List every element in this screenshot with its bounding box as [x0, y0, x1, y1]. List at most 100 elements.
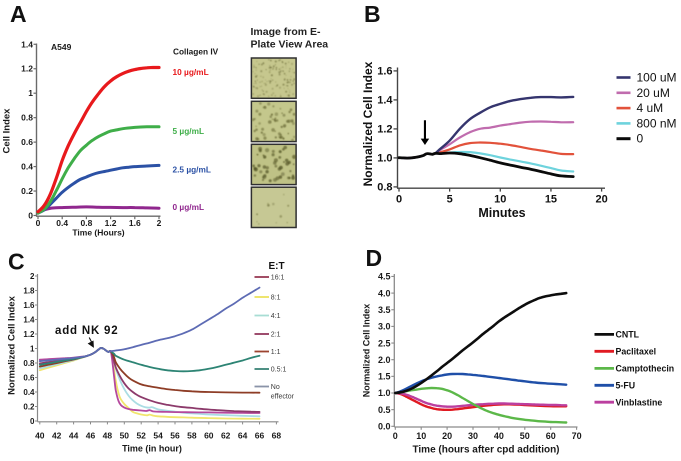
- svg-text:0.8: 0.8: [80, 218, 92, 228]
- svg-text:56: 56: [170, 431, 180, 441]
- svg-text:15: 15: [545, 194, 557, 206]
- svg-text:Cell Index: Cell Index: [2, 108, 13, 154]
- svg-text:40: 40: [494, 431, 504, 441]
- svg-text:1.8: 1.8: [23, 286, 35, 295]
- svg-text:0.2: 0.2: [23, 402, 35, 411]
- svg-text:0.8: 0.8: [23, 359, 35, 368]
- svg-text:46: 46: [86, 431, 96, 441]
- svg-text:0.2: 0.2: [21, 186, 33, 196]
- svg-text:10 µg/mL: 10 µg/mL: [173, 67, 209, 77]
- svg-text:2:1: 2:1: [271, 332, 281, 339]
- svg-text:1.2: 1.2: [377, 124, 392, 136]
- svg-text:0: 0: [30, 417, 35, 426]
- svg-text:1.5: 1.5: [378, 372, 391, 382]
- svg-text:No: No: [271, 384, 280, 391]
- svg-text:20 uM: 20 uM: [637, 86, 670, 100]
- svg-text:3.5: 3.5: [378, 305, 391, 315]
- svg-text:CNTL: CNTL: [616, 330, 640, 340]
- svg-text:1.6: 1.6: [23, 301, 35, 310]
- svg-text:0.0: 0.0: [378, 422, 391, 432]
- svg-text:2.0: 2.0: [378, 355, 391, 365]
- svg-text:E:T: E:T: [268, 261, 284, 272]
- svg-text:2: 2: [30, 272, 35, 281]
- svg-text:Time (hours after cpd addition: Time (hours after cpd addition): [412, 445, 559, 456]
- svg-text:1.4: 1.4: [23, 315, 35, 324]
- svg-text:2.5 µg/mL: 2.5 µg/mL: [173, 165, 211, 175]
- svg-text:0: 0: [28, 211, 33, 221]
- svg-text:1.4: 1.4: [377, 95, 393, 107]
- svg-text:44: 44: [69, 431, 79, 441]
- svg-text:1: 1: [30, 344, 35, 353]
- svg-text:C: C: [8, 249, 25, 275]
- svg-text:1.0: 1.0: [377, 153, 392, 165]
- svg-text:D: D: [366, 245, 383, 271]
- svg-text:58: 58: [187, 431, 197, 441]
- svg-text:0.5:1: 0.5:1: [271, 367, 287, 374]
- svg-text:0.6: 0.6: [21, 137, 33, 147]
- svg-text:40: 40: [35, 431, 45, 441]
- svg-text:1.4: 1.4: [21, 39, 33, 49]
- svg-text:50: 50: [120, 431, 130, 441]
- svg-text:0.6: 0.6: [23, 373, 35, 382]
- svg-text:10: 10: [416, 431, 426, 441]
- svg-text:8:1: 8:1: [271, 295, 281, 302]
- svg-text:100 uM: 100 uM: [637, 71, 677, 85]
- svg-text:3.0: 3.0: [378, 322, 391, 332]
- svg-text:2.5: 2.5: [378, 338, 391, 348]
- svg-text:A: A: [10, 1, 27, 27]
- svg-text:4:1: 4:1: [271, 313, 281, 320]
- svg-text:5 µg/mL: 5 µg/mL: [173, 126, 205, 136]
- svg-text:0.8: 0.8: [21, 113, 33, 123]
- svg-text:0: 0: [637, 132, 644, 146]
- svg-text:B: B: [364, 1, 381, 27]
- svg-text:4.5: 4.5: [378, 272, 391, 282]
- svg-text:Time (in hour): Time (in hour): [122, 444, 182, 454]
- svg-text:Collagen IV: Collagen IV: [173, 47, 219, 57]
- svg-text:Normalized Cell Index: Normalized Cell Index: [361, 61, 375, 186]
- svg-text:Plate View Area: Plate View Area: [251, 39, 329, 51]
- svg-text:1: 1: [28, 88, 33, 98]
- svg-text:0.5: 0.5: [378, 405, 391, 415]
- svg-text:5-FU: 5-FU: [616, 381, 636, 391]
- svg-text:800 nM: 800 nM: [637, 116, 677, 130]
- svg-text:62: 62: [221, 431, 231, 441]
- svg-text:42: 42: [52, 431, 62, 441]
- svg-text:0: 0: [396, 194, 402, 206]
- svg-text:16:1: 16:1: [271, 275, 285, 282]
- svg-text:68: 68: [272, 431, 282, 441]
- svg-text:2: 2: [157, 218, 162, 228]
- svg-text:54: 54: [153, 431, 163, 441]
- svg-text:Minutes: Minutes: [478, 206, 525, 220]
- svg-text:effector: effector: [271, 393, 295, 400]
- svg-text:48: 48: [103, 431, 113, 441]
- svg-text:0: 0: [393, 431, 398, 441]
- svg-text:5: 5: [447, 194, 453, 206]
- svg-text:64: 64: [238, 431, 248, 441]
- svg-text:0.4: 0.4: [56, 218, 68, 228]
- svg-text:60: 60: [204, 431, 214, 441]
- svg-text:0.8: 0.8: [377, 182, 392, 194]
- svg-text:Time (Hours): Time (Hours): [72, 228, 124, 238]
- svg-text:4.0: 4.0: [378, 288, 391, 298]
- svg-text:50: 50: [520, 431, 530, 441]
- svg-text:1.2: 1.2: [105, 218, 117, 228]
- svg-text:4 uM: 4 uM: [637, 101, 664, 115]
- svg-text:1.6: 1.6: [377, 66, 392, 78]
- svg-text:30: 30: [468, 431, 478, 441]
- svg-text:Image from E-: Image from E-: [251, 26, 322, 38]
- svg-text:20: 20: [442, 431, 452, 441]
- svg-text:add NK 92: add NK 92: [55, 325, 118, 337]
- svg-text:0.4: 0.4: [21, 162, 33, 172]
- svg-text:0 µg/mL: 0 µg/mL: [173, 202, 205, 212]
- svg-text:60: 60: [546, 431, 556, 441]
- svg-text:0.4: 0.4: [23, 388, 35, 397]
- svg-text:70: 70: [572, 431, 582, 441]
- svg-text:Camptothecin: Camptothecin: [616, 364, 675, 374]
- svg-text:66: 66: [255, 431, 265, 441]
- svg-text:0: 0: [36, 218, 41, 228]
- svg-text:20: 20: [595, 194, 607, 206]
- svg-text:Normalized Cell Index: Normalized Cell Index: [7, 295, 18, 394]
- svg-text:1.0: 1.0: [378, 388, 391, 398]
- svg-text:Normalized Cell Index: Normalized Cell Index: [362, 304, 372, 398]
- svg-text:1.2: 1.2: [21, 64, 33, 74]
